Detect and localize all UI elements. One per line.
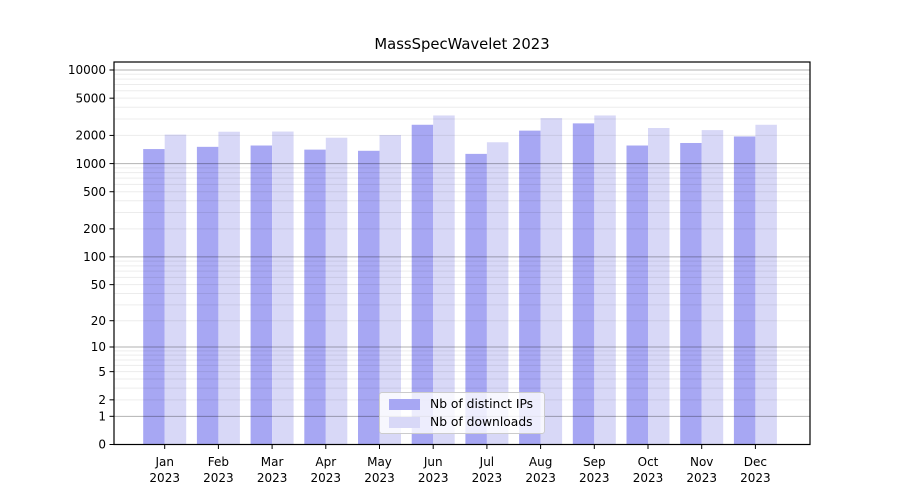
x-tick-label-year-dec: 2023 <box>740 471 771 485</box>
bar-distinct-ips-mar <box>250 145 273 445</box>
y-tick-label-1: 1 <box>98 410 106 424</box>
y-tick-label-5000: 5000 <box>75 91 106 105</box>
bar-distinct-ips-sep <box>572 123 595 445</box>
x-tick-label-year-jan: 2023 <box>149 471 180 485</box>
bar-downloads-jan <box>164 134 187 445</box>
bar-distinct-ips-oct <box>626 145 648 445</box>
x-tick-label-month-aug: Aug <box>529 455 552 469</box>
x-tick-label-month-jun: Jun <box>423 455 443 469</box>
x-tick-label-year-mar: 2023 <box>257 471 288 485</box>
legend-swatch-downloads <box>389 416 420 428</box>
bar-downloads-mar <box>272 131 294 445</box>
bar-distinct-ips-nov <box>680 142 702 445</box>
x-tick-label-year-nov: 2023 <box>686 471 717 485</box>
x-tick-label-year-may: 2023 <box>364 471 395 485</box>
legend-label-downloads: Nb of downloads <box>430 415 533 429</box>
bar-downloads-nov <box>701 130 724 445</box>
y-tick-label-2000: 2000 <box>75 129 106 143</box>
y-tick-label-2: 2 <box>98 393 106 407</box>
x-tick-label-month-oct: Oct <box>638 455 659 469</box>
bar-downloads-jun <box>433 115 455 445</box>
bar-downloads-aug <box>540 118 563 445</box>
y-tick-label-1000: 1000 <box>75 157 106 171</box>
x-tick-label-month-feb: Feb <box>208 455 229 469</box>
legend-item-downloads: Nb of downloads <box>380 415 544 430</box>
x-tick-label-month-sep: Sep <box>583 455 606 469</box>
bar-downloads-jul <box>486 142 509 445</box>
y-tick-label-5: 5 <box>98 365 106 379</box>
bar-downloads-may <box>379 135 401 445</box>
legend-swatch-distinct-ips <box>389 398 420 410</box>
y-tick-label-500: 500 <box>83 185 106 199</box>
x-tick-label-month-nov: Nov <box>690 455 713 469</box>
x-tick-label-year-jun: 2023 <box>418 471 449 485</box>
bar-distinct-ips-jul <box>465 153 487 445</box>
x-tick-label-year-sep: 2023 <box>579 471 610 485</box>
x-tick-label-month-jan: Jan <box>154 455 174 469</box>
x-tick-label-year-feb: 2023 <box>203 471 234 485</box>
bar-distinct-ips-dec <box>733 136 756 445</box>
bar-downloads-feb <box>218 131 240 445</box>
bar-downloads-sep <box>594 115 616 445</box>
y-tick-label-200: 200 <box>83 222 106 236</box>
bar-downloads-dec <box>755 124 777 445</box>
bar-distinct-ips-may <box>358 150 380 445</box>
legend-box: Nb of distinct IPs Nb of downloads <box>379 392 545 434</box>
y-tick-label-0: 0 <box>98 438 106 452</box>
y-tick-label-50: 50 <box>91 278 106 292</box>
bar-distinct-ips-jun <box>411 124 434 445</box>
legend-item-distinct-ips: Nb of distinct IPs <box>380 397 544 412</box>
x-tick-label-year-jul: 2023 <box>472 471 503 485</box>
y-tick-label-10000: 10000 <box>68 63 106 77</box>
bar-downloads-oct <box>648 128 670 445</box>
chart-title: MassSpecWavelet 2023 <box>374 36 550 53</box>
bar-distinct-ips-feb <box>196 146 219 445</box>
x-tick-label-month-may: May <box>367 455 392 469</box>
x-tick-label-month-mar: Mar <box>261 455 284 469</box>
x-tick-label-month-apr: Apr <box>315 455 336 469</box>
x-tick-label-month-dec: Dec <box>744 455 767 469</box>
bar-downloads-apr <box>325 137 348 445</box>
bar-distinct-ips-aug <box>519 130 541 445</box>
y-tick-label-100: 100 <box>83 250 106 264</box>
legend-label-distinct-ips: Nb of distinct IPs <box>430 397 534 411</box>
y-tick-label-20: 20 <box>91 314 106 328</box>
bar-distinct-ips-jan <box>143 149 165 445</box>
x-tick-label-year-apr: 2023 <box>311 471 342 485</box>
x-tick-label-year-oct: 2023 <box>633 471 664 485</box>
y-tick-label-10: 10 <box>91 340 106 354</box>
bar-distinct-ips-apr <box>304 149 326 445</box>
x-tick-label-month-jul: Jul <box>479 455 494 469</box>
plot-border <box>113 61 811 446</box>
x-tick-label-year-aug: 2023 <box>525 471 556 485</box>
